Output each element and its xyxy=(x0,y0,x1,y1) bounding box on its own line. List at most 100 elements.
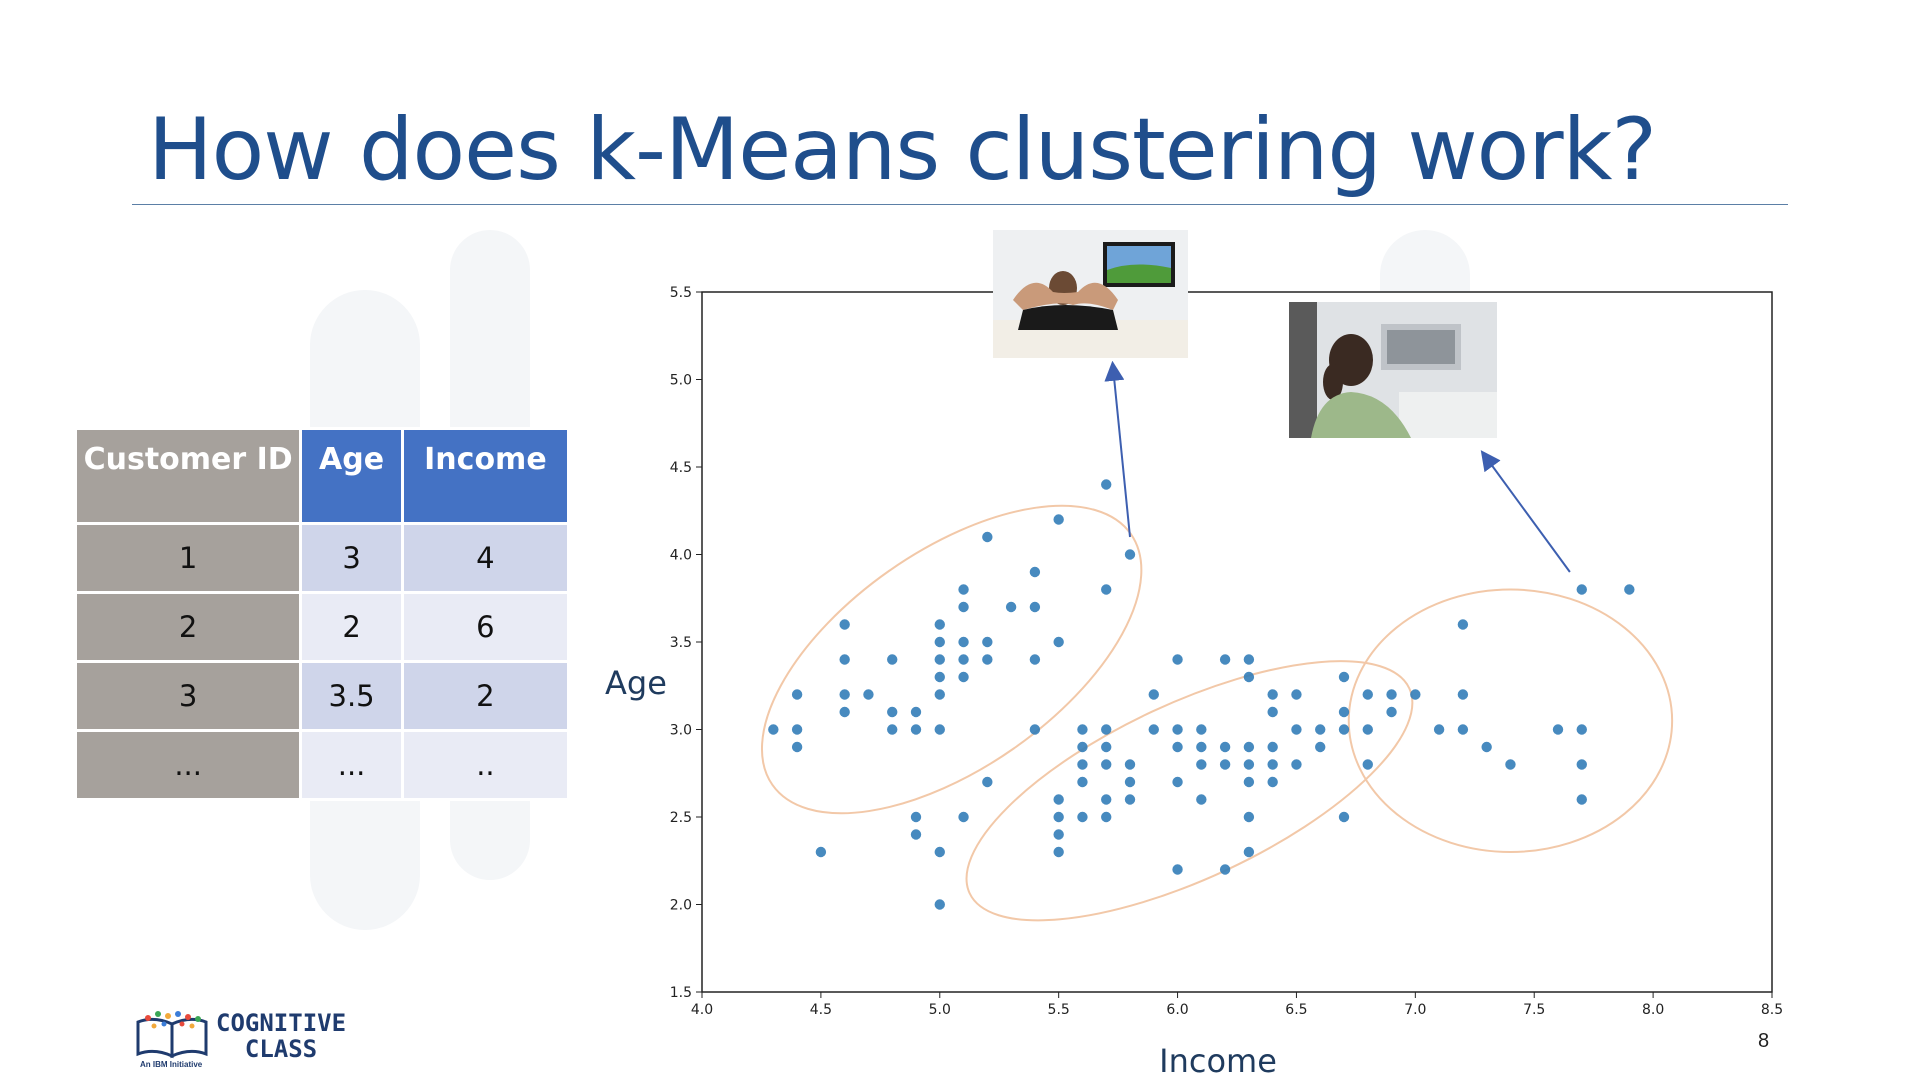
cognitive-class-logo: COGNITIVE CLASS An IBM Initiative xyxy=(134,1010,364,1072)
scatter-point xyxy=(1196,794,1207,805)
scatter-point xyxy=(863,689,874,700)
scatter-point xyxy=(1029,601,1041,613)
scatter-point xyxy=(958,584,969,595)
scatter-point xyxy=(934,636,945,648)
y-tick-label: 2.5 xyxy=(670,810,692,826)
scatter-point xyxy=(1101,741,1112,753)
scatter-point xyxy=(1196,759,1207,770)
scatter-point xyxy=(958,601,969,613)
scatter-point xyxy=(1243,811,1255,823)
scatter-point xyxy=(910,706,922,718)
scatter-point xyxy=(1124,759,1136,770)
scatter-point xyxy=(1315,741,1326,753)
table-row: 3 3.5 2 xyxy=(73,660,571,732)
cell-customer-id: 2 xyxy=(73,591,303,663)
cell-age: ... xyxy=(299,729,404,801)
x-tick-label: 5.0 xyxy=(929,1002,951,1018)
y-tick-label: 4.5 xyxy=(670,460,692,476)
scatter-point xyxy=(1124,776,1136,788)
scatter-point xyxy=(934,654,945,665)
scatter-point xyxy=(887,724,898,735)
scatter-point xyxy=(1291,689,1302,700)
scatter-point xyxy=(1053,811,1064,823)
scatter-point xyxy=(934,671,945,683)
scatter-point xyxy=(1029,566,1041,578)
header-age: Age xyxy=(299,427,404,525)
cell-customer-id: ... xyxy=(73,729,303,801)
table-row: 1 3 4 xyxy=(73,522,571,594)
scatter-point xyxy=(1243,741,1255,753)
scatter-point xyxy=(1291,759,1302,770)
data-points xyxy=(768,479,1635,910)
scatter-point xyxy=(839,654,850,665)
y-tick-label: 1.5 xyxy=(670,985,692,1001)
x-tick-label: 5.5 xyxy=(1048,1002,1070,1018)
y-tick-label: 5.0 xyxy=(670,373,692,389)
scatter-point xyxy=(958,654,969,665)
scatter-point xyxy=(1124,794,1136,805)
scatter-point xyxy=(1243,671,1255,683)
scatter-point xyxy=(1029,654,1041,665)
books-logo-icon xyxy=(136,1011,208,1059)
y-tick-label: 5.5 xyxy=(670,285,692,301)
scatter-point xyxy=(1053,846,1064,858)
scatter-point xyxy=(1053,514,1064,525)
scatter-point xyxy=(1219,741,1231,753)
scatter-point xyxy=(910,811,922,823)
scatter-point xyxy=(982,654,993,665)
scatter-point xyxy=(791,741,803,753)
x-tick-label: 6.0 xyxy=(1166,1002,1188,1018)
scatter-point xyxy=(934,689,945,700)
scatter-point xyxy=(1077,776,1088,788)
x-tick-label: 4.0 xyxy=(691,1002,713,1018)
scatter-point xyxy=(1362,724,1373,735)
cluster-ellipse xyxy=(1347,588,1674,853)
scatter-point xyxy=(1243,776,1255,788)
scatter-point xyxy=(1505,759,1516,770)
scatter-point xyxy=(1267,759,1278,770)
scatter-point xyxy=(1624,584,1635,595)
scatter-point xyxy=(1172,776,1183,788)
x-tick-label: 7.5 xyxy=(1523,1002,1545,1018)
scatter-point xyxy=(1576,584,1587,595)
scatter-point xyxy=(1338,671,1350,683)
y-axis-title: Age xyxy=(605,664,667,702)
scatter-point xyxy=(1267,689,1278,700)
scatter-point xyxy=(958,636,969,648)
scatter-point xyxy=(1077,811,1088,823)
cluster-outlines xyxy=(760,504,1674,922)
header-income: Income xyxy=(400,427,571,525)
logo-line2: CLASS xyxy=(244,1035,318,1063)
scatter-point xyxy=(1219,654,1231,665)
scatter-point xyxy=(1410,689,1421,700)
man-watching-tv-photo xyxy=(993,230,1188,358)
annotation-arrow xyxy=(1480,450,1571,573)
scatter-point xyxy=(1148,689,1159,700)
scatter-point xyxy=(1101,479,1112,490)
annotation-arrows xyxy=(1104,360,1571,573)
y-tick-label: 4.0 xyxy=(670,548,692,564)
y-tick-label: 3.5 xyxy=(670,635,692,651)
scatter-point xyxy=(1386,706,1397,718)
scatter-point xyxy=(1267,741,1278,753)
scatter-point xyxy=(1148,724,1159,735)
scatter-point xyxy=(1243,654,1255,665)
scatter-point xyxy=(1576,759,1587,770)
scatter-point xyxy=(1338,811,1350,823)
scatter-point xyxy=(1053,636,1064,648)
scatter-point xyxy=(1291,724,1302,735)
header-customer-id: Customer ID xyxy=(73,427,303,525)
x-tick-label: 4.5 xyxy=(810,1002,832,1018)
scatter-point xyxy=(887,654,898,665)
annotation-arrow xyxy=(1104,360,1131,538)
scatter-point xyxy=(982,531,993,543)
scatter-point xyxy=(815,846,827,858)
scatter-point xyxy=(1552,724,1564,735)
scatter-point xyxy=(1243,846,1255,858)
scatter-point xyxy=(1101,811,1112,823)
scatter-point xyxy=(1338,706,1350,718)
scatter-point xyxy=(1196,724,1207,735)
scatter-point xyxy=(934,899,945,910)
y-tick-label: 3.0 xyxy=(670,723,692,739)
